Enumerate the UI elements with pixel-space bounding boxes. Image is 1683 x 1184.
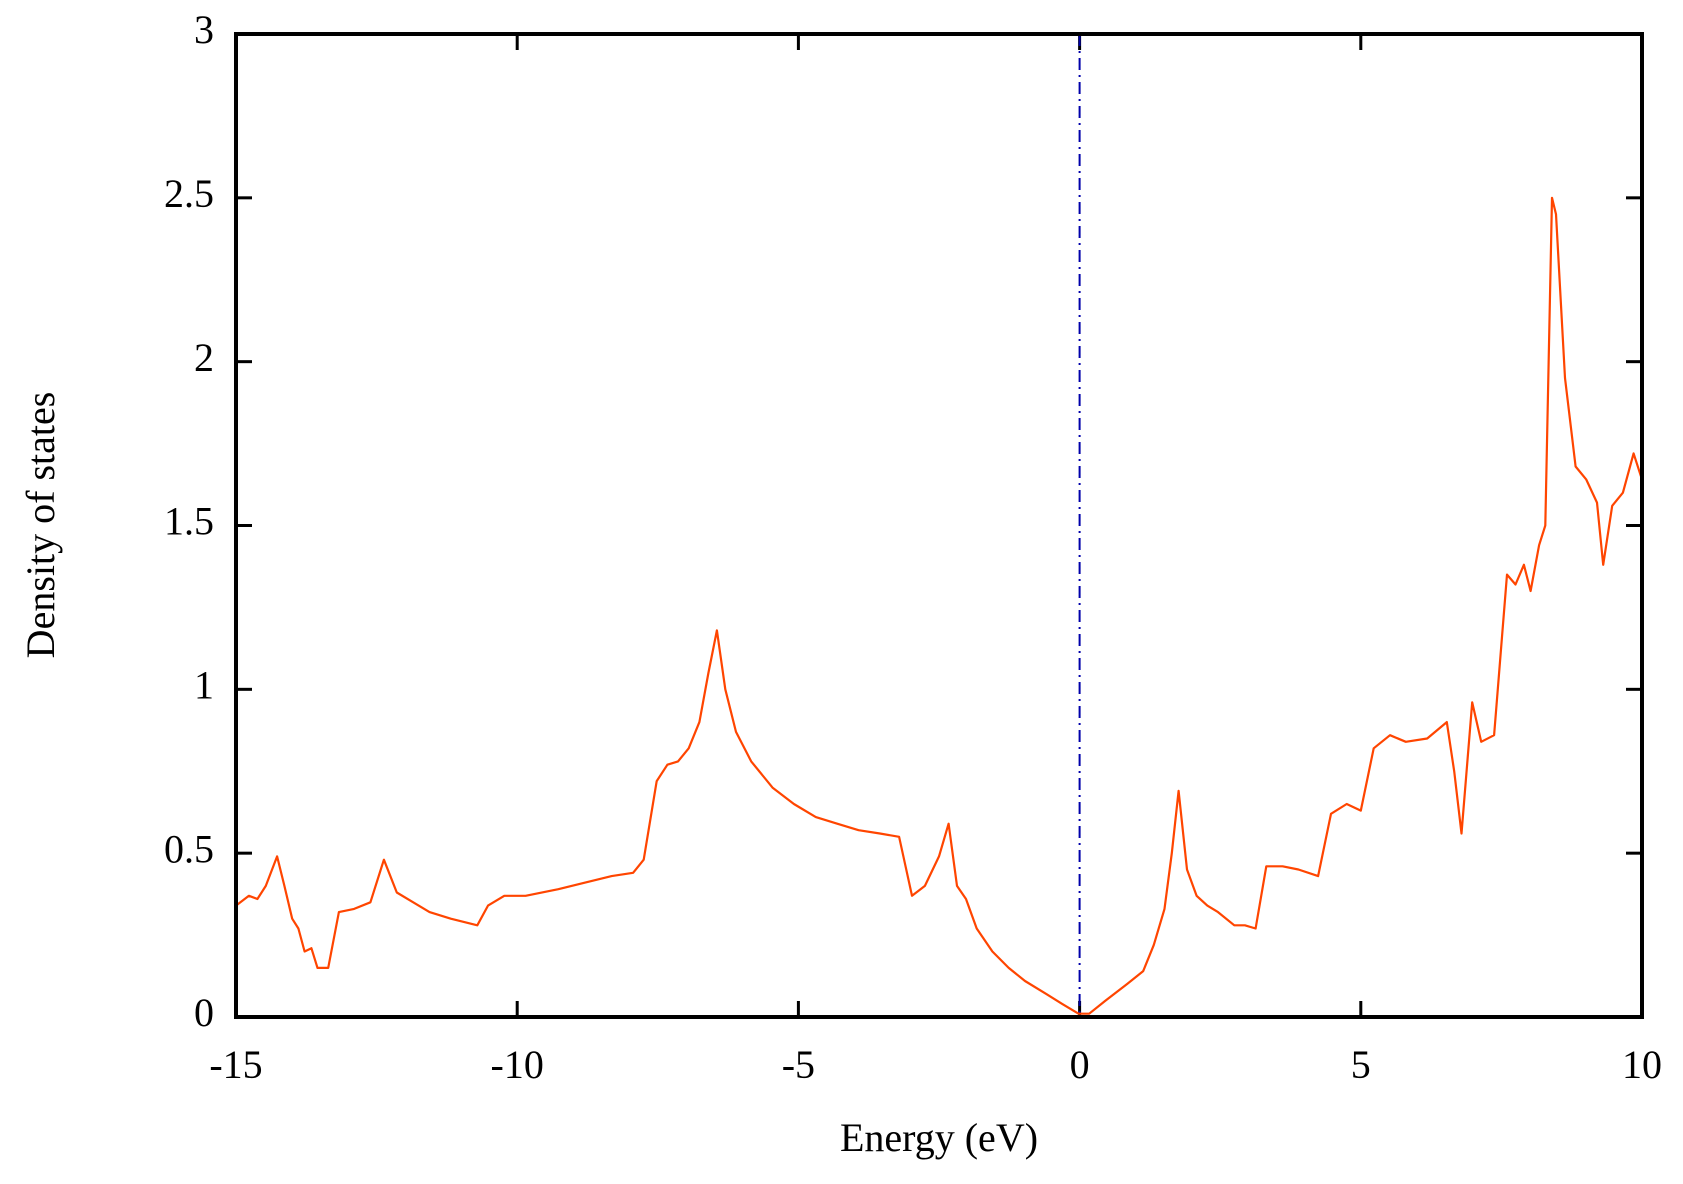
y-tick-label: 1.5 [164,499,214,544]
y-tick-label: 2.5 [164,171,214,216]
plot-frame [234,32,1644,1019]
x-tick-label: 5 [1351,1042,1371,1087]
y-axis-label: Density of states [18,392,63,659]
y-tick-label: 0 [194,990,214,1035]
y-tick-label: 0.5 [164,826,214,871]
x-tick-label: 0 [1070,1042,1090,1087]
x-tick-label: -10 [491,1042,544,1087]
data-line [235,196,1644,1015]
x-tick-label: -5 [782,1042,815,1087]
x-tick-label: -15 [209,1042,262,1087]
x-tick-label: 10 [1622,1042,1662,1087]
y-tick-label: 3 [194,7,214,52]
y-tick-label: 1 [194,663,214,708]
x-axis-label: Energy (eV) [840,1115,1038,1160]
y-tick-label: 2 [194,335,214,380]
